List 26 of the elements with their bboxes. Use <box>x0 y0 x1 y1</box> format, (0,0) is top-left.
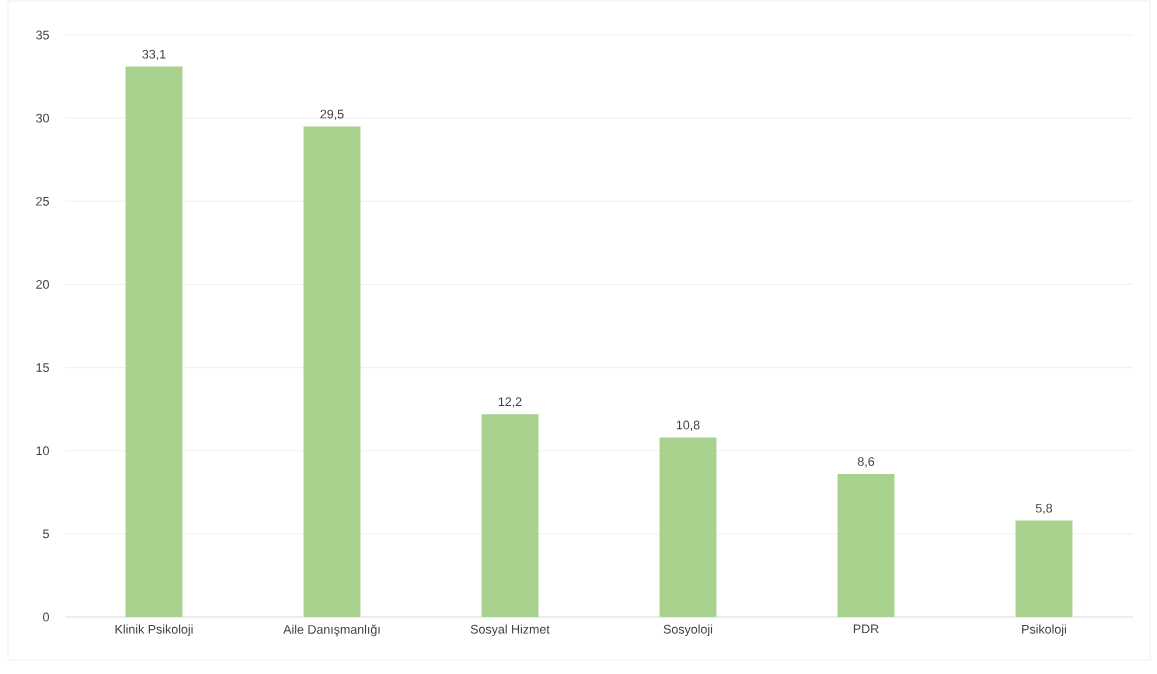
y-tick-label: 5 <box>43 529 49 539</box>
y-tick-label: 0 <box>43 612 49 622</box>
x-tick-label: Klinik Psikoloji <box>115 624 193 637</box>
x-tick-label: Sosyoloji <box>663 624 713 637</box>
data-label: 12,2 <box>498 397 522 408</box>
y-tick-label: 20 <box>36 280 49 289</box>
data-label: 5,8 <box>1035 503 1053 515</box>
y-tick-label: 15 <box>36 363 49 372</box>
y-tick-label: 25 <box>36 196 49 206</box>
data-label: 29,5 <box>320 109 344 120</box>
data-label: 8,6 <box>857 457 875 468</box>
y-tick-label: 10 <box>36 446 49 456</box>
y-tick-label: 30 <box>36 113 49 123</box>
y-tick-label: 35 <box>36 30 49 40</box>
x-tick-label: Psikoloji <box>1022 624 1066 637</box>
x-tick-label: Sosyal Hizmet <box>470 624 550 637</box>
data-label: 33,1 <box>142 49 166 61</box>
bar <box>481 414 539 617</box>
x-tick-label: PDR <box>853 624 879 634</box>
bar <box>303 126 361 617</box>
bar <box>837 473 895 617</box>
bar <box>125 66 183 617</box>
bar <box>659 437 717 617</box>
x-tick-label: Aile Danışmanlığı <box>283 624 380 637</box>
data-label: 10,8 <box>676 420 700 431</box>
bar <box>1015 520 1073 617</box>
